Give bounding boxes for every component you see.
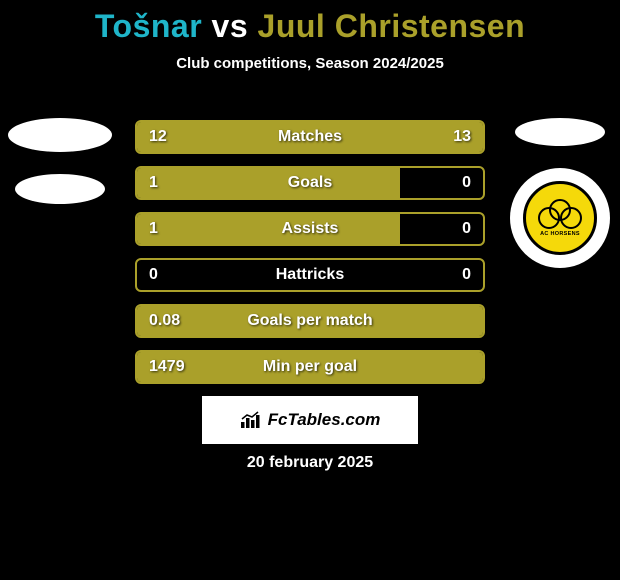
stat-row: 0.08Goals per match [135,304,485,338]
stat-value-right: 13 [453,122,471,152]
comparison-title: Tošnar vs Juul Christensen [0,0,620,45]
stat-label: Matches [137,122,483,152]
club-rings-icon [538,199,582,229]
stat-row: 1Goals0 [135,166,485,200]
club-badge-inner: AC HORSENS [523,181,597,255]
stat-label: Assists [137,214,483,244]
player1-name: Tošnar [95,8,202,44]
brand-chart-icon [240,411,262,429]
stat-value-right: 0 [462,214,471,244]
player2-name: Juul Christensen [258,8,526,44]
footer-date: 20 february 2025 [0,454,620,472]
stat-row: 12Matches13 [135,120,485,154]
stat-label: Goals [137,168,483,198]
brand-box[interactable]: FcTables.com [202,396,418,444]
club-name: AC HORSENS [540,231,580,237]
player1-badge-placeholder-1 [8,118,112,152]
vs-text: vs [202,8,257,44]
right-badge-column: AC HORSENS [508,118,612,268]
stat-row: 1479Min per goal [135,350,485,384]
stat-value-right: 0 [462,168,471,198]
stat-label: Goals per match [137,306,483,336]
subtitle: Club competitions, Season 2024/2025 [0,55,620,72]
stat-label: Hattricks [137,260,483,290]
left-badge-column [8,118,112,226]
club-badge: AC HORSENS [510,168,610,268]
stat-label: Min per goal [137,352,483,382]
player2-badge-placeholder [515,118,605,146]
player1-badge-placeholder-2 [15,174,105,204]
stat-row: 0Hattricks0 [135,258,485,292]
stat-row: 1Assists0 [135,212,485,246]
brand-text: FcTables.com [268,410,381,430]
stat-value-right: 0 [462,260,471,290]
stats-container: 12Matches131Goals01Assists00Hattricks00.… [135,120,485,396]
